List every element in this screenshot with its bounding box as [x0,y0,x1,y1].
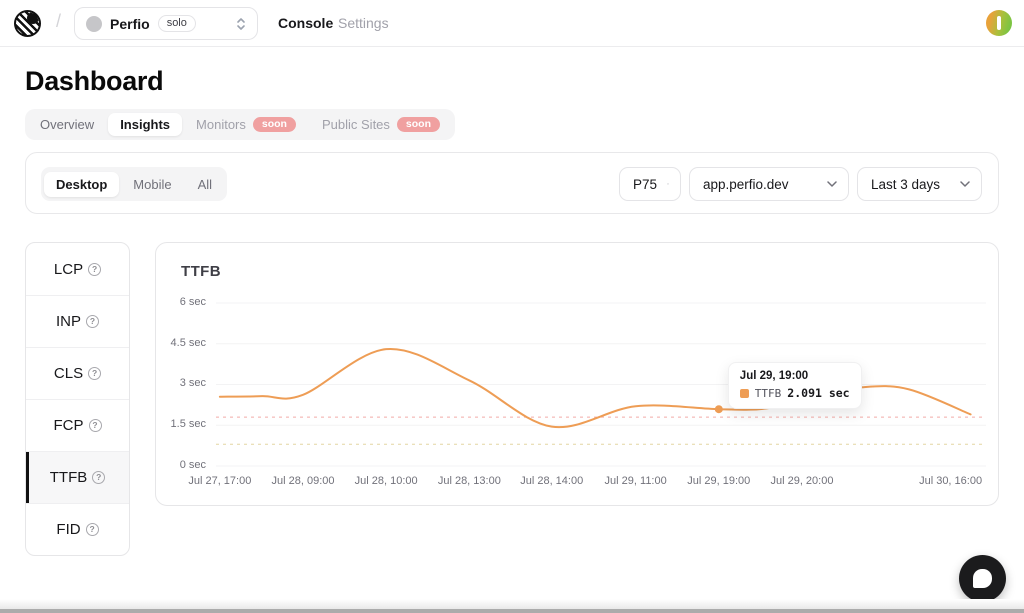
y-axis-label: 3 sec [179,377,206,390]
help-icon[interactable]: ? [88,262,102,276]
filter-dropdowns: P75 app.perfio.dev Last 3 days [619,167,982,201]
help-icon[interactable]: ? [85,523,99,536]
chat-widget-button[interactable] [959,555,1006,602]
chevron-down-icon [827,181,837,187]
metric-item-ttfb[interactable]: TTFB ? [26,451,129,503]
breadcrumb-separator: / [56,11,62,31]
plan-badge: solo [157,15,196,32]
tab-insights[interactable]: Insights [108,113,183,136]
chat-bubble-icon [973,569,992,588]
segment-desktop[interactable]: Desktop [44,171,120,197]
top-navigation-bar: / Perfio solo Console Settings [0,0,1024,47]
tab-public-sites[interactable]: Public Sites soon [310,113,452,137]
y-axis-label: 4.5 sec [170,336,206,349]
chevron-down-icon [667,183,669,185]
chart-svg [216,302,986,467]
x-axis-label: Jul 29, 19:00 [687,475,751,487]
x-axis-label: Jul 29, 11:00 [604,475,667,487]
x-axis-label: Jul 30, 16:00 [919,475,983,487]
nav-link-console[interactable]: Console [278,15,334,31]
device-segmented-control: Desktop Mobile All [41,167,228,201]
project-switcher-button[interactable]: Perfio solo [74,7,258,40]
chart-tooltip: Jul 29, 19:00 TTFB 2.091 sec [727,362,862,410]
bottom-fade [0,599,1024,609]
help-icon[interactable]: ? [86,315,99,328]
page-title: Dashboard [25,66,164,96]
y-axis-label: 6 sec [179,295,206,308]
chevron-up-down-icon [235,16,247,32]
help-icon[interactable]: ? [88,367,102,380]
chart-title: TTFB [181,263,221,280]
date-range-dropdown[interactable]: Last 3 days [857,167,982,201]
site-dropdown[interactable]: app.perfio.dev [689,167,849,201]
metric-sidebar: LCP ? INP ? CLS ? FCP ? TTFB ? FID ? [25,242,130,556]
y-axis-label: 0 sec [179,459,206,471]
x-axis-label: Jul 28, 13:00 [437,475,501,487]
user-avatar[interactable] [986,10,1012,36]
metric-item-lcp[interactable]: LCP ? [26,243,129,295]
x-axis-label: Jul 27, 17:00 [188,475,252,487]
metric-item-inp[interactable]: INP ? [26,295,129,347]
tab-monitors[interactable]: Monitors soon [184,113,308,137]
x-axis-label: Jul 29, 20:00 [770,475,834,487]
ttfb-chart-card: TTFB Jul 29, 19:00 TTFB 2.091 sec 6 sec 4… [155,242,999,506]
project-name: Perfio [110,15,150,32]
tab-overview[interactable]: Overview [40,117,95,132]
project-avatar [86,15,102,32]
percentile-dropdown[interactable]: P75 [619,167,681,201]
tooltip-series: TTFB [754,386,782,400]
filters-card: Desktop Mobile All P75 app.perfio.dev La… [25,152,999,214]
soon-badge: soon [252,116,296,133]
bottom-edge-bar [0,609,1024,613]
x-axis-label: Jul 28, 14:00 [520,475,584,487]
chevron-down-icon [960,181,970,187]
metric-item-fid[interactable]: FID ? [26,503,129,555]
segment-all[interactable]: All [197,176,213,192]
help-icon[interactable]: ? [92,471,106,484]
dashboard-tabs: Overview Insights Monitors soon Public S… [25,109,455,140]
help-icon[interactable]: ? [88,419,102,432]
metric-item-fcp[interactable]: FCP ? [26,399,129,451]
ttfb-chart-plot[interactable]: Jul 29, 19:00 TTFB 2.091 sec [216,295,986,471]
series-swatch-icon [739,388,749,398]
nav-link-settings[interactable]: Settings [338,15,389,31]
y-axis-label: 1.5 sec [170,418,206,431]
segment-mobile[interactable]: Mobile [133,176,172,192]
perfio-logo[interactable] [14,10,41,37]
x-axis-label: Jul 28, 10:00 [354,475,418,487]
tooltip-value: 2.091 sec [787,386,850,401]
tooltip-date: Jul 29, 19:00 [739,370,809,383]
metric-item-cls[interactable]: CLS ? [26,347,129,399]
x-axis-label: Jul 28, 09:00 [271,475,335,487]
soon-badge: soon [396,116,440,133]
